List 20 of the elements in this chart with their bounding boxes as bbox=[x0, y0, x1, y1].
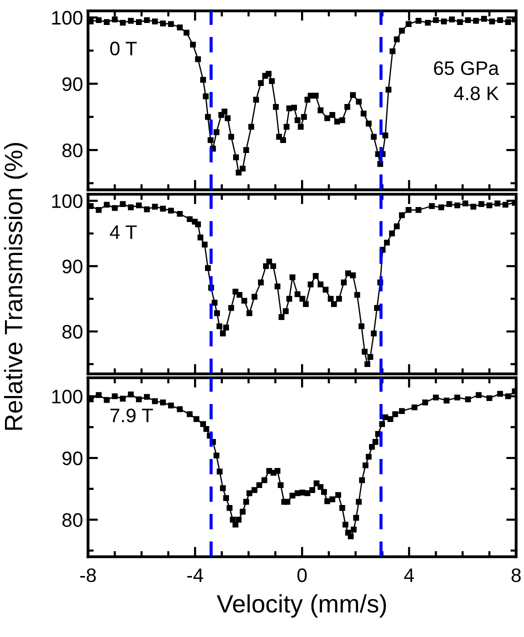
annotation: 4 T bbox=[110, 225, 137, 239]
y-tick-label: 90 bbox=[62, 260, 82, 274]
y-tick-label: 80 bbox=[62, 144, 82, 158]
x-tick-label: 4 bbox=[404, 568, 414, 582]
y-tick-label: 90 bbox=[62, 77, 82, 91]
x-axis-title: Velocity (mm/s) bbox=[216, 594, 386, 618]
y-axis-title: Relative Transmission (%) bbox=[4, 143, 28, 430]
annotation: 7.9 T bbox=[110, 408, 153, 422]
x-tick-label: -8 bbox=[80, 568, 96, 582]
y-tick-label: 90 bbox=[62, 451, 82, 466]
y-tick-label: 80 bbox=[62, 513, 82, 527]
x-tick-label: 0 bbox=[297, 568, 307, 582]
x-tick-label: 8 bbox=[512, 568, 521, 582]
x-tick-label: -4 bbox=[187, 568, 204, 582]
y-tick-label: 80 bbox=[62, 324, 82, 339]
y-tick-label: 100 bbox=[52, 10, 82, 25]
y-tick-label: 100 bbox=[52, 390, 82, 404]
annotation: 65 GPa 4.8 K bbox=[434, 61, 500, 100]
y-tick-label: 100 bbox=[52, 194, 82, 208]
annotation: 0 T bbox=[110, 42, 137, 56]
